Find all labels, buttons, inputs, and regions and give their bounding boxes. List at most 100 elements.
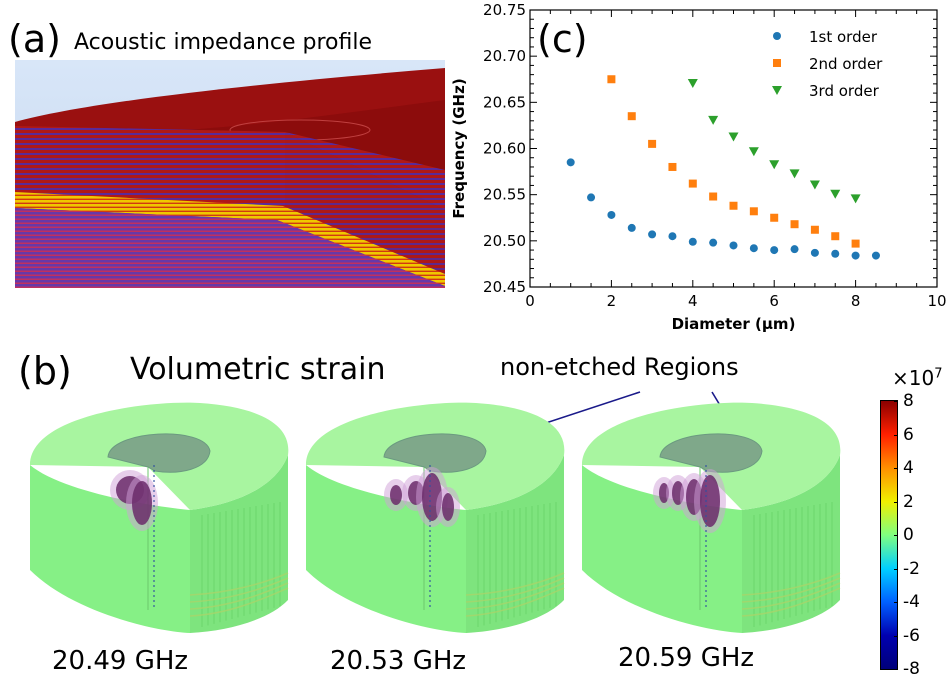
series-3-point [809,180,820,190]
series-2-point [668,162,677,171]
series-1-point [810,248,819,257]
series-1-point [688,237,697,246]
series-1-point [831,249,840,258]
panel-b-label: (b) [18,349,72,393]
colorbar-tick-label: 8 [903,391,914,411]
colorbar-tick-label: -2 [903,558,920,579]
series-1-point [770,246,779,255]
cylinder-right-face [700,455,840,633]
x-tick-label: 8 [851,292,861,310]
series-1-point [729,241,738,250]
y-axis-label: Frequency (GHz) [450,78,468,218]
colorbar-tick [894,401,898,402]
colorbar-tick-label: -8 [903,659,920,679]
x-tick-label: 10 [927,292,946,310]
colorbar-tick [894,669,898,670]
legend-marker-3 [772,86,782,95]
legend-label-3: 3rd order [809,82,880,100]
series-2-point [790,220,799,229]
series-1-point [709,238,718,247]
cylinder-right-face [148,455,288,633]
strain-hotspot [700,475,720,527]
series-1-point [668,232,677,241]
legend-label-1: 1st order [809,28,878,46]
series-1-point [790,245,799,254]
x-axis-label: Diameter (μm) [672,315,796,333]
cylinder-left-face [30,465,190,633]
frequency-label-2: 20.53 GHz [330,646,467,676]
series-2-point [627,112,636,121]
panel-c-label: (c) [537,17,588,61]
non-etched-region [383,433,487,473]
series-2-point [770,213,779,222]
colorbar-tick-label: 6 [903,424,914,445]
series-1-point [648,230,657,239]
series-2-point [729,201,738,210]
cylinder-right-face [424,455,564,633]
panel-b-title: Volumetric strain [130,352,386,387]
panel-a-title: Acoustic impedance profile [74,30,372,55]
series-3-point [769,160,780,170]
non-etched-regions-annotation: non-etched Regions [500,353,739,381]
non-etched-region [107,433,211,473]
series-3-point [728,132,739,142]
x-tick-label: 2 [607,292,617,310]
frequency-vs-diameter-chart: 0 2 4 6 8 10 20.45 20.50 20.55 20.60 20.65 20.70 20.… [450,1,947,333]
non-etched-region [659,433,763,473]
series-1-point [851,251,860,260]
strain-hotspot [132,481,152,525]
y-tick-label: 20.45 [483,278,526,296]
colorbar-tick [894,602,898,603]
colorbar-tick [894,568,898,570]
series-3-point [830,189,841,199]
legend-marker-1 [773,32,781,40]
colorbar-tick [894,468,898,469]
series-3-point [708,115,719,125]
colorbar-tick-label: 0 [903,525,914,545]
strain-cylinder-2 [306,402,565,633]
series-2-point [607,75,616,84]
y-tick-label: 20.55 [483,186,526,204]
colorbar-tick-label: -4 [903,592,920,612]
series-3-point [850,194,861,204]
frequency-label-1: 20.49 GHz [52,646,189,676]
series-3-point [748,147,759,157]
x-tick-label: 0 [525,292,535,310]
series-2-point [831,232,840,241]
y-tick-label: 20.50 [483,232,526,250]
y-tick-label: 20.75 [483,1,526,19]
series-3-point [687,78,698,88]
colorbar-tick [894,635,898,637]
series-2-point [810,225,819,234]
series-3-point [789,169,800,179]
strain-hotspot [390,485,402,505]
x-tick-label: 6 [769,292,779,310]
legend-marker-2 [773,59,781,67]
colorbar-tick [894,501,898,503]
series-2-point [851,239,860,248]
strain-cylinder-1 [30,402,289,633]
colorbar-multiplier: ×107 [892,366,943,390]
frequency-label-3: 20.59 GHz [618,643,755,673]
series-2-point [688,179,697,188]
series-1-point [566,158,575,167]
panel-a-label: (a) [8,17,61,61]
colorbar-tick-label: -6 [903,625,920,646]
legend-label-2: 2nd order [809,55,883,73]
impedance-profile-render [15,60,445,288]
series-2-point [749,207,758,216]
x-tick-label: 4 [688,292,698,310]
series-2-point [648,139,657,148]
series-1-point [749,244,758,253]
strain-cylinder-3 [582,402,841,633]
colorbar-tick-label: 4 [903,458,914,478]
colorbar-tick [894,535,898,536]
y-tick-label: 20.65 [483,93,526,111]
y-tick-label: 20.70 [483,47,526,65]
series-1-point [627,223,636,232]
series-1-point [587,193,596,202]
colorbar-tick-label: 2 [903,491,914,512]
colorbar-tick [894,434,898,436]
series-2-point [709,192,718,201]
series-1-point [607,210,616,219]
